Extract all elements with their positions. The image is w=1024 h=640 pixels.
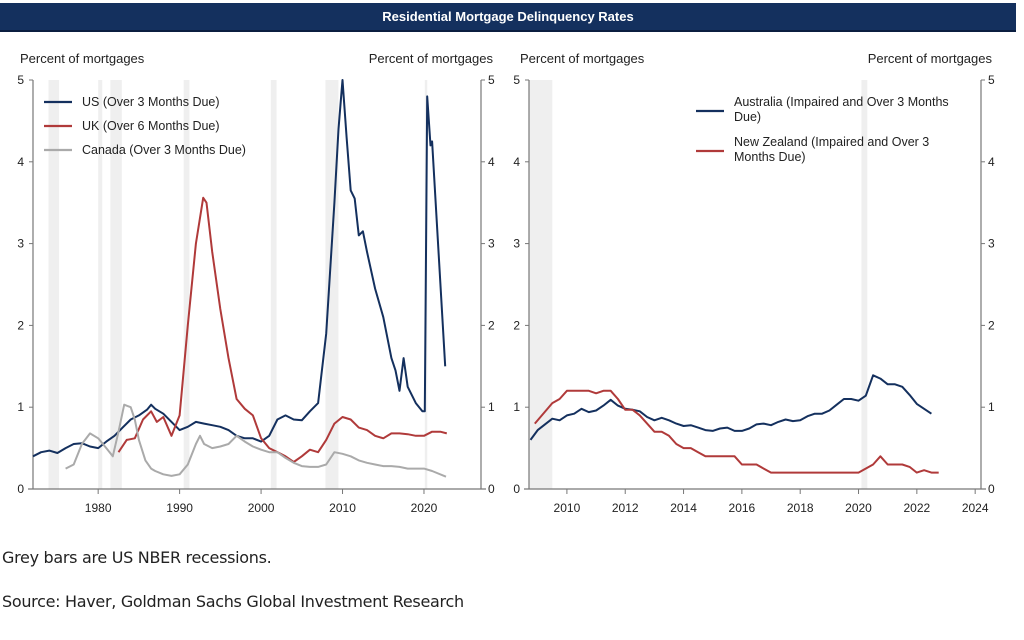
x-tick-label: 2020 <box>411 501 438 515</box>
left-series-lines <box>32 79 448 478</box>
legend-label-new-zealand-line2: Months Due) <box>734 150 806 164</box>
y-tick-label-left: 3 <box>513 237 520 251</box>
y-tick-label-left: 1 <box>17 400 24 414</box>
y-tick-label-right: 1 <box>988 400 995 414</box>
legend-label-australia-line1: Australia (Impaired and Over 3 Months <box>734 95 949 109</box>
legend-label-new-zealand-line1: New Zealand (Impaired and Over 3 <box>734 135 929 149</box>
legend-label-canada: Canada (Over 3 Months Due) <box>82 143 246 157</box>
y-tick-label-left: 4 <box>513 155 520 169</box>
y-tick-label-left: 2 <box>17 318 24 332</box>
series-line-us <box>32 79 447 458</box>
series-line-uk <box>117 196 448 463</box>
y-tick-label-right: 5 <box>988 73 995 87</box>
x-tick-label: 2014 <box>670 501 697 515</box>
left-axes: 0 0 1 1 2 2 3 3 4 4 5 5 1980 1990 2000 2010 2020 <box>17 73 495 515</box>
y-tick-label-right: 2 <box>488 318 495 332</box>
series-line-canada <box>65 403 447 478</box>
right-legend: Australia (Impaired and Over 3 Months Du… <box>696 95 949 164</box>
left-legend: US (Over 3 Months Due) UK (Over 6 Months… <box>44 95 246 157</box>
y-tick-label-right: 2 <box>988 318 995 332</box>
x-tick-label: 2010 <box>554 501 581 515</box>
y-tick-label-right: 0 <box>488 482 495 496</box>
y-tick-label-right: 4 <box>988 155 995 169</box>
right-axes: 0 0 1 1 2 2 3 3 4 4 5 5 2010 2012 2014 2016 2018 2020 2022… <box>513 73 995 515</box>
x-tick-label: 2020 <box>845 501 872 515</box>
recession-bar <box>270 80 277 489</box>
right-panel: 0 0 1 1 2 2 3 3 4 4 5 5 2010 2012 2014 2016 2018 2020 2022… <box>513 51 995 515</box>
y-tick-label-right: 1 <box>488 400 495 414</box>
y-tick-label-right: 0 <box>988 482 995 496</box>
y-tick-label-right: 5 <box>488 73 495 87</box>
chart-title-bar: Residential Mortgage Delinquency Rates <box>0 3 1016 32</box>
recession-bar <box>861 80 868 489</box>
right-series-lines <box>529 374 939 474</box>
x-tick-label: 2018 <box>787 501 814 515</box>
source-note: Source: Haver, Goldman Sachs Global Inve… <box>2 592 464 611</box>
y-tick-label-left: 0 <box>17 482 24 496</box>
right-panel-ylabel-right: Percent of mortgages <box>868 51 993 66</box>
y-tick-label-right: 4 <box>488 155 495 169</box>
x-tick-label: 2010 <box>329 501 356 515</box>
x-tick-label: 2016 <box>729 501 756 515</box>
recession-bar <box>48 80 60 489</box>
series-line-new-zealand <box>534 389 939 474</box>
y-tick-label-left: 0 <box>513 482 520 496</box>
x-tick-label: 2024 <box>962 501 989 515</box>
x-tick-label: 2000 <box>248 501 275 515</box>
left-recession-bars <box>48 80 428 489</box>
left-panel-ylabel-right: Percent of mortgages <box>369 51 494 66</box>
y-tick-label-left: 2 <box>513 318 520 332</box>
recession-bar <box>98 80 103 489</box>
y-tick-label-left: 5 <box>17 73 24 87</box>
left-panel: 0 0 1 1 2 2 3 3 4 4 5 5 1980 1990 2000 2010 2020 Percent… <box>17 51 495 515</box>
y-tick-label-left: 3 <box>17 237 24 251</box>
legend-label-uk: UK (Over 6 Months Due) <box>82 119 220 133</box>
y-tick-label-left: 5 <box>513 73 520 87</box>
x-tick-label: 2012 <box>612 501 639 515</box>
y-tick-label-right: 3 <box>988 237 995 251</box>
series-line-australia <box>529 374 932 441</box>
y-tick-label-left: 1 <box>513 400 520 414</box>
x-tick-label: 1990 <box>166 501 193 515</box>
x-tick-label: 1980 <box>85 501 112 515</box>
recession-note: Grey bars are US NBER recessions. <box>2 548 272 567</box>
right-panel-ylabel-left: Percent of mortgages <box>520 51 645 66</box>
recession-bar <box>183 80 190 489</box>
legend-label-us: US (Over 3 Months Due) <box>82 95 220 109</box>
y-tick-label-left: 4 <box>17 155 24 169</box>
left-panel-ylabel-left: Percent of mortgages <box>20 51 145 66</box>
legend-label-australia-line2: Due) <box>734 110 761 124</box>
right-recession-bars <box>529 80 868 489</box>
recession-bar <box>110 80 122 489</box>
recession-bar <box>529 80 553 489</box>
x-tick-label: 2022 <box>903 501 930 515</box>
y-tick-label-right: 3 <box>488 237 495 251</box>
